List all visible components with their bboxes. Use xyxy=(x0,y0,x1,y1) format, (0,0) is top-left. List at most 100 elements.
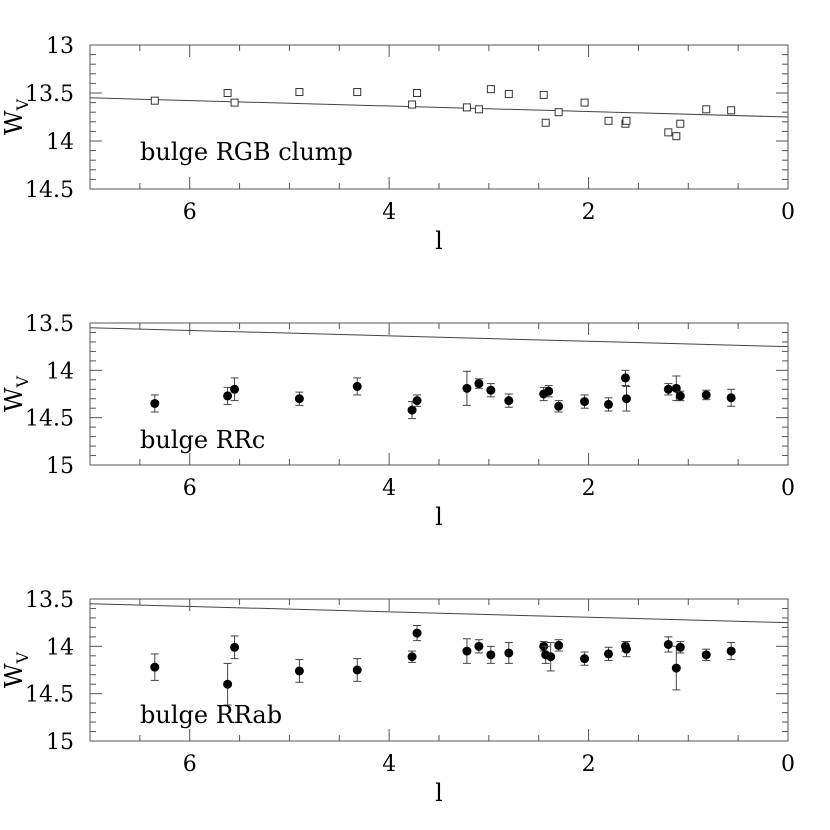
data-point xyxy=(620,373,630,383)
data-point xyxy=(294,394,304,404)
data-point xyxy=(462,383,472,393)
data-point xyxy=(504,396,514,406)
data-point xyxy=(223,679,233,689)
data-point xyxy=(230,384,240,394)
y-tick-label: 14 xyxy=(46,635,74,660)
data-point xyxy=(462,103,471,112)
y-axis-label: WV xyxy=(0,375,32,412)
data-point xyxy=(621,394,631,404)
panel-label: bulge RGB clump xyxy=(140,138,353,166)
y-tick-label: 14 xyxy=(46,130,74,155)
y-tick-label: 14 xyxy=(46,359,74,384)
data-point xyxy=(541,118,550,127)
data-point xyxy=(407,652,417,662)
data-point xyxy=(675,642,685,652)
y-tick-label: 13.5 xyxy=(25,588,74,613)
reference-line xyxy=(89,327,789,348)
x-tick-label: 4 xyxy=(382,476,396,501)
data-point xyxy=(407,405,417,415)
data-point xyxy=(671,663,681,673)
data-point xyxy=(353,88,362,97)
x-axis-label: l xyxy=(435,503,443,531)
data-point xyxy=(546,652,556,662)
data-point xyxy=(230,642,240,652)
data-point xyxy=(663,639,673,649)
panel-2: 6 4 2 0 13.5 14 14.5 15 l WV bulge RRc xyxy=(0,312,795,531)
panel-label: bulge RRab xyxy=(140,701,282,729)
data-point xyxy=(230,98,239,107)
data-point xyxy=(150,398,160,408)
data-point xyxy=(671,383,681,393)
data-point xyxy=(622,116,631,125)
data-point xyxy=(504,89,513,98)
x-tick-label: 6 xyxy=(183,476,197,501)
y-tick-label: 13.5 xyxy=(25,312,74,337)
data-point xyxy=(604,399,614,409)
x-tick-label: 4 xyxy=(382,752,396,777)
data-point xyxy=(621,644,631,654)
data-point xyxy=(663,384,673,394)
x-axis-label: l xyxy=(435,779,443,807)
data-point xyxy=(412,396,422,406)
data-point xyxy=(223,89,232,97)
data-point xyxy=(408,100,417,109)
data-point xyxy=(554,108,563,117)
x-tick-label: 4 xyxy=(382,200,396,225)
data-point xyxy=(676,119,685,128)
y-axis-label: WV xyxy=(0,98,32,135)
y-tick-label: 15 xyxy=(46,454,74,479)
data-point xyxy=(413,89,422,97)
data-point xyxy=(664,128,673,137)
x-axis-label: l xyxy=(435,227,443,255)
data-point xyxy=(580,397,590,407)
data-point xyxy=(580,654,590,664)
y-tick-label: 15 xyxy=(46,730,74,755)
data-point xyxy=(486,85,495,94)
data-point xyxy=(702,105,711,114)
data-point xyxy=(727,106,736,115)
data-point xyxy=(462,646,472,656)
data-point xyxy=(544,386,554,396)
y-tick-label: 14.5 xyxy=(25,178,74,203)
panel-1: 6 4 2 0 13 13.5 14 14.5 l WV bulge RGB clump xyxy=(0,34,795,255)
y-tick-label: 13 xyxy=(46,34,74,59)
data-point xyxy=(604,116,613,125)
data-point xyxy=(150,96,159,105)
data-point xyxy=(294,666,304,676)
data-point xyxy=(223,391,233,401)
x-tick-label: 0 xyxy=(781,476,795,501)
data-point xyxy=(701,390,711,400)
data-point xyxy=(580,98,589,107)
data-point xyxy=(352,381,362,391)
data-point xyxy=(554,640,564,650)
data-point xyxy=(675,391,685,401)
data-point xyxy=(474,641,484,651)
data-point xyxy=(504,648,514,658)
data-point xyxy=(486,650,496,660)
x-tick-label: 2 xyxy=(582,200,596,225)
y-tick-label: 14.5 xyxy=(25,683,74,708)
x-tick-label: 6 xyxy=(183,200,197,225)
x-tick-label: 2 xyxy=(582,476,596,501)
y-tick-label: 14.5 xyxy=(25,407,74,432)
data-point xyxy=(539,90,548,99)
data-point xyxy=(352,665,362,675)
data-point xyxy=(474,105,483,114)
y-axis-label: WV xyxy=(0,651,32,688)
x-tick-label: 2 xyxy=(582,752,596,777)
panel-3: 6 4 2 0 13.5 14 14.5 15 l WV bulge RRab xyxy=(0,588,795,807)
data-point xyxy=(412,628,422,638)
x-tick-label: 6 xyxy=(183,752,197,777)
data-point xyxy=(150,662,160,672)
data-point xyxy=(726,393,736,403)
data-point xyxy=(486,385,496,395)
panel-label: bulge RRc xyxy=(140,426,265,454)
data-point xyxy=(604,649,614,659)
x-tick-label: 0 xyxy=(781,752,795,777)
data-point xyxy=(474,379,484,389)
data-point xyxy=(554,401,564,411)
reference-line xyxy=(89,603,789,624)
x-tick-label: 0 xyxy=(781,200,795,225)
data-point xyxy=(701,650,711,660)
